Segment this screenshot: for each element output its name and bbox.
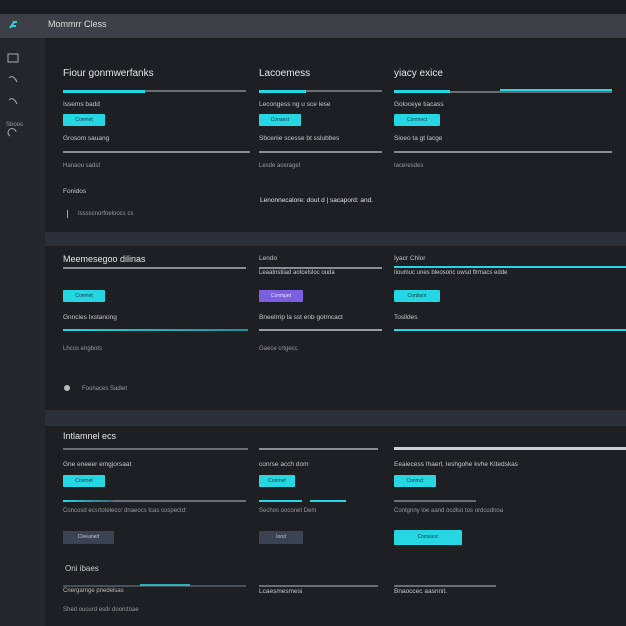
note: Contgnny loe aand ocdlso tos ordcodnoa <box>394 508 504 514</box>
track <box>394 500 476 502</box>
divider <box>259 448 378 450</box>
subtitle: Sbcenie scesse bt sslubbes <box>259 135 340 142</box>
sidebar-label: Sboos <box>6 122 24 128</box>
footnote: Shed oucurd esdr doorctoae <box>63 607 139 613</box>
track <box>63 90 246 92</box>
card-title: Lendo <box>259 255 278 262</box>
note: Hanaou sadst <box>63 163 101 169</box>
heading: Fonidos <box>63 188 87 195</box>
button[interactable]: Iood <box>259 531 303 544</box>
progress <box>500 89 612 91</box>
card-title: Gne eneeer emgjorsaat <box>63 461 132 468</box>
subtitle: Bneelrrip la sst enb gotmcact <box>259 314 343 321</box>
divider <box>63 448 248 450</box>
label: Leaatnstiiad aotcelsloc ouda <box>259 270 335 276</box>
section-heading: Intlamnel ecs <box>63 431 117 441</box>
note: Lhcos engbots <box>63 346 103 352</box>
note: Gaece crtgecc <box>259 346 298 352</box>
subtitle: Grosom sauang <box>63 135 110 142</box>
divider <box>259 329 382 331</box>
label: Lecongess ng u sce lese <box>259 101 331 108</box>
heading: Oni ibaes <box>65 564 99 573</box>
progress <box>394 266 626 268</box>
button[interactable]: Conmpet <box>259 290 303 302</box>
card-title: Iyacr Chlor <box>394 255 426 262</box>
button[interactable]: Conaest <box>259 114 301 126</box>
progress <box>63 500 113 502</box>
progress <box>259 90 306 93</box>
note: Sechos ooconet Dem <box>259 508 317 514</box>
divider <box>259 267 382 269</box>
track <box>259 90 382 92</box>
card-title: conrse acch dom <box>259 461 309 468</box>
card-title: Eeaiecess Ihaerl, Ieshgohe kvhe Kitedska… <box>394 461 518 468</box>
track <box>63 500 246 502</box>
divider <box>63 267 246 269</box>
item: Bnaoccec aasnnit. <box>394 588 448 595</box>
progress <box>394 90 450 93</box>
item: Isssscnorfoeloocs cs <box>78 211 134 217</box>
card-title: Lacoemess <box>259 68 311 79</box>
top-strip <box>0 0 626 14</box>
progress <box>394 329 626 331</box>
item: Cnergarnge pnedelsas <box>63 588 124 594</box>
button[interactable]: Conmct <box>394 475 436 487</box>
card-title: yiacy exice <box>394 68 443 79</box>
divider <box>259 151 382 153</box>
button[interactable]: Conbuot <box>394 290 440 302</box>
logo <box>9 21 17 29</box>
button[interactable]: Conmet <box>63 290 105 302</box>
subtitle: Toslldes <box>394 314 418 321</box>
label: Goloceye tiacass <box>394 101 444 108</box>
button[interactable]: Comsooc <box>394 530 462 545</box>
sidebar <box>0 38 45 626</box>
card-title: Meemesegoo dilinas <box>63 254 146 264</box>
subtitle: Gnncles Ixstanong <box>63 314 117 321</box>
header-title: Mommrr Cless <box>48 19 107 29</box>
section-band <box>45 232 626 246</box>
button[interactable]: Conmect <box>394 114 440 126</box>
track <box>63 585 246 587</box>
button[interactable]: Conmet <box>63 475 105 487</box>
progress <box>63 90 145 93</box>
item: Lcaesmesmesi <box>259 588 303 595</box>
divider <box>63 151 250 153</box>
subtitle: Sioeo ta gt lacge <box>394 135 443 142</box>
progress <box>63 329 248 331</box>
divider <box>394 151 612 153</box>
card-title: Fiour gonmwerfanks <box>63 68 154 79</box>
label: Issems badd <box>63 101 100 108</box>
section-band <box>45 410 626 426</box>
divider <box>259 585 378 587</box>
bullet <box>64 385 70 391</box>
button[interactable]: Conmet <box>259 475 295 487</box>
divider <box>394 585 496 587</box>
item: Foonaces Sadiet <box>82 386 128 392</box>
progress <box>259 500 302 502</box>
track <box>394 91 612 93</box>
note: Concosd ecsrtoteleccr dnaeocs tcas cospe… <box>63 508 187 514</box>
header-bar <box>0 14 626 38</box>
progress <box>310 500 346 502</box>
note: Lesde aceraget <box>259 163 301 169</box>
label: Iioumuc unes bleosonc uwsd ftrmacs edde <box>394 270 508 276</box>
info: Lenonnecalore: dout d | sacapord: and. <box>260 197 373 204</box>
button[interactable]: Conmet <box>63 114 105 126</box>
divider <box>394 447 626 450</box>
marker <box>67 210 68 218</box>
sidebar-icons[interactable] <box>4 52 24 142</box>
progress <box>140 584 190 586</box>
button[interactable]: Cleeaned <box>63 531 114 544</box>
note: Iaceresdes <box>394 163 424 169</box>
